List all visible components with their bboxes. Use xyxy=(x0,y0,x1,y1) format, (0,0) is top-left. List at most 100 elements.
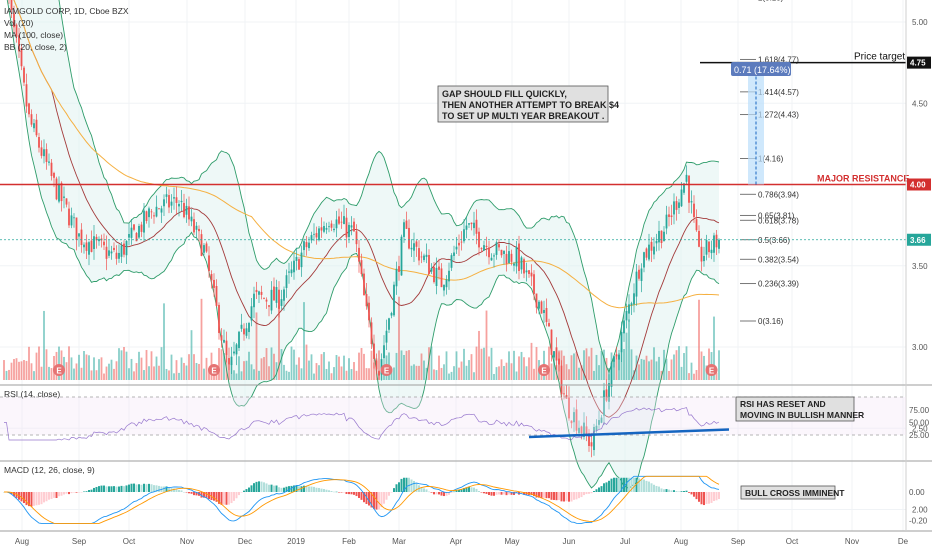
macd-axis-label: 0.00 xyxy=(909,488,925,497)
macd-histogram-bar xyxy=(148,483,150,492)
candle-body xyxy=(293,260,295,273)
volume-bar xyxy=(240,371,243,380)
candle-body xyxy=(698,230,700,247)
macd-histogram-bar xyxy=(598,487,600,492)
macd-histogram-bar xyxy=(30,492,33,507)
macd-histogram-bar xyxy=(260,481,263,492)
candle-body xyxy=(23,67,25,83)
macd-line xyxy=(3,475,720,524)
price-axis-label: 4.50 xyxy=(912,99,928,108)
volume-bar xyxy=(490,347,493,380)
macd-histogram-bar xyxy=(573,492,575,500)
candle-body xyxy=(333,228,335,231)
candle-body xyxy=(40,147,43,156)
candle-body xyxy=(258,291,260,295)
candle-body xyxy=(295,256,298,261)
macd-histogram-bar xyxy=(440,492,443,496)
macd-histogram-bar xyxy=(495,492,498,495)
candle-body xyxy=(645,248,648,258)
macd-histogram-bar xyxy=(420,487,423,492)
volume-bar xyxy=(135,363,138,380)
candle-body xyxy=(193,219,195,233)
macd-histogram-bar xyxy=(33,492,35,506)
candle-body xyxy=(365,294,368,307)
volume-bar xyxy=(175,360,178,380)
candle-body xyxy=(405,220,408,229)
volume-bar xyxy=(33,371,35,380)
volume-bar xyxy=(165,368,168,380)
candle-body xyxy=(440,268,443,288)
gap-note-box xyxy=(437,85,609,123)
macd-histogram-bar xyxy=(343,492,345,493)
volume-bar xyxy=(528,357,530,380)
volume-bar xyxy=(440,367,443,380)
legend-ma: MA (100, close) xyxy=(4,30,63,40)
earnings-marker: E xyxy=(380,364,393,376)
candle-body xyxy=(345,217,348,238)
rsi-note-line-2: MOVING IN BULLISH MANNER xyxy=(740,410,864,420)
volume-bar xyxy=(25,360,28,380)
candle-body xyxy=(88,242,90,255)
fib-level-label: 0.5(3.66) xyxy=(758,236,790,245)
candle-body xyxy=(250,306,253,321)
volume-bar xyxy=(138,351,140,380)
candle-body xyxy=(615,354,618,357)
volume-bar xyxy=(263,357,265,380)
volume-bar xyxy=(280,349,283,380)
volume-bar xyxy=(405,350,408,380)
macd-histogram-bar xyxy=(585,492,588,495)
fib-level-label: 0.382(3.54) xyxy=(758,255,799,264)
volume-bar xyxy=(590,347,593,380)
volume-bar xyxy=(113,368,115,380)
candle-body xyxy=(540,301,543,314)
macd-histogram-bar xyxy=(113,486,115,492)
volume-bar xyxy=(143,370,145,380)
volume-bar xyxy=(320,354,323,380)
volume-bar xyxy=(400,350,403,380)
macd-histogram-bar xyxy=(635,477,638,492)
volume-bar xyxy=(300,368,303,380)
macd-histogram-bar xyxy=(530,492,533,495)
macd-histogram-bar xyxy=(110,486,113,492)
macd-histogram-bar xyxy=(605,482,608,492)
volume-bar xyxy=(398,296,400,380)
macd-histogram-bar xyxy=(93,487,95,492)
candle-body xyxy=(163,199,165,207)
fib-level-label: 0.236(3.39) xyxy=(758,280,799,289)
volume-bar xyxy=(28,346,30,380)
volume-bar xyxy=(313,373,315,380)
macd-histogram-bar xyxy=(233,492,235,501)
candle-body xyxy=(585,426,588,435)
candle-body xyxy=(478,231,480,248)
candle-body xyxy=(423,255,425,261)
candle-body xyxy=(268,305,270,307)
candle-body xyxy=(105,246,108,259)
candle-body xyxy=(653,246,655,255)
macd-histogram-bar xyxy=(300,486,303,492)
candle-body xyxy=(503,250,505,254)
time-axis[interactable]: Aug Sep Oct Nov Dec 2019 Feb Mar Apr May Jun Jul Aug… xyxy=(15,537,909,546)
macd-histogram-bar xyxy=(658,486,660,492)
candle-body xyxy=(450,255,453,268)
candle-body xyxy=(485,245,488,247)
candle-body xyxy=(48,161,50,163)
macd-histogram-bar xyxy=(305,486,308,492)
macd-histogram-bar xyxy=(20,492,23,502)
candle-body xyxy=(673,201,675,215)
volume-bar xyxy=(185,365,188,380)
macd-histogram-bar xyxy=(320,488,323,492)
earnings-marker-circle xyxy=(705,364,718,376)
candle-body xyxy=(103,241,105,246)
candle-body xyxy=(343,216,345,225)
bollinger-band-fill xyxy=(7,0,719,489)
volume-bar xyxy=(668,370,670,380)
candle-body xyxy=(340,221,343,223)
volume-bar xyxy=(595,354,598,380)
macd-histogram-bar xyxy=(660,488,663,492)
candle-body xyxy=(175,197,178,203)
volume-bar xyxy=(423,360,425,380)
volume-bar xyxy=(475,346,478,380)
earnings-marker-circle xyxy=(208,364,220,376)
volume-bar xyxy=(140,357,143,380)
